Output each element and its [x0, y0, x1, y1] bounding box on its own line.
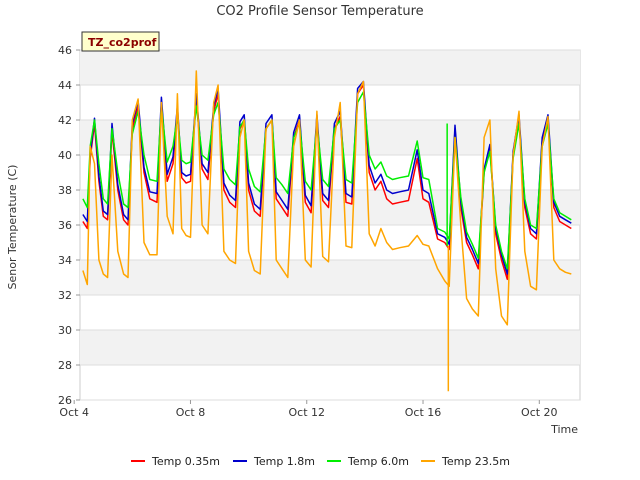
y-tick-label: 38: [58, 184, 72, 197]
y-tick-label: 28: [58, 359, 72, 372]
legend-label: Temp 0.35m: [151, 455, 220, 468]
y-tick-label: 42: [58, 114, 72, 127]
x-tick-label: Oct 4: [59, 406, 89, 419]
series-badge-label: TZ_co2prof: [88, 36, 157, 49]
x-tick-label: Oct 20: [521, 406, 558, 419]
y-tick-labels: 26 28 30 32 34 36 38 40 42 44 46: [58, 44, 80, 407]
y-tick-label: 26: [58, 394, 72, 407]
y-tick-label: 30: [58, 324, 72, 337]
series-badge-box: [81, 31, 160, 52]
x-tick-label: Oct 8: [176, 406, 206, 419]
y-tick-label: 32: [58, 289, 72, 302]
y-tick-label: 34: [58, 254, 72, 267]
y-tick-label: 44: [58, 79, 72, 92]
y-tick-label: 46: [58, 44, 72, 57]
legend: Temp 0.35m Temp 1.8m Temp 6.0m Temp 23.5m: [131, 455, 510, 468]
legend-item: Temp 1.8m: [233, 455, 315, 468]
x-tick-label: Oct 12: [288, 406, 325, 419]
grid-lines: [80, 49, 580, 401]
y-tick-label: 36: [58, 219, 72, 232]
legend-label: Temp 1.8m: [253, 455, 315, 468]
legend-item: Temp 23.5m: [421, 455, 510, 468]
legend-item: Temp 0.35m: [131, 455, 220, 468]
y-axis-label: Senor Temperature (C): [6, 165, 19, 290]
series-line-temp-6-0m: [82, 91, 572, 270]
legend-label: Temp 6.0m: [347, 455, 409, 468]
grid-band: [80, 120, 580, 155]
series-line-temp-1-8m: [82, 80, 572, 275]
legend-label: Temp 23.5m: [441, 455, 510, 468]
x-axis-label: Time: [550, 423, 578, 436]
x-tick-label: Oct 16: [405, 406, 442, 419]
grid-band: [80, 50, 580, 85]
series-line-temp-23-5m: [82, 70, 572, 326]
chart-title: CO2 Profile Sensor Temperature: [216, 4, 423, 19]
series-badge: TZ_co2prof: [81, 31, 160, 52]
y-tick-label: 40: [58, 149, 72, 162]
legend-item: Temp 6.0m: [327, 455, 409, 468]
grid-band: [80, 330, 580, 365]
series-lines: [82, 70, 572, 392]
x-tick-labels: Oct 4 Oct 8 Oct 12 Oct 16 Oct 20: [59, 400, 558, 419]
